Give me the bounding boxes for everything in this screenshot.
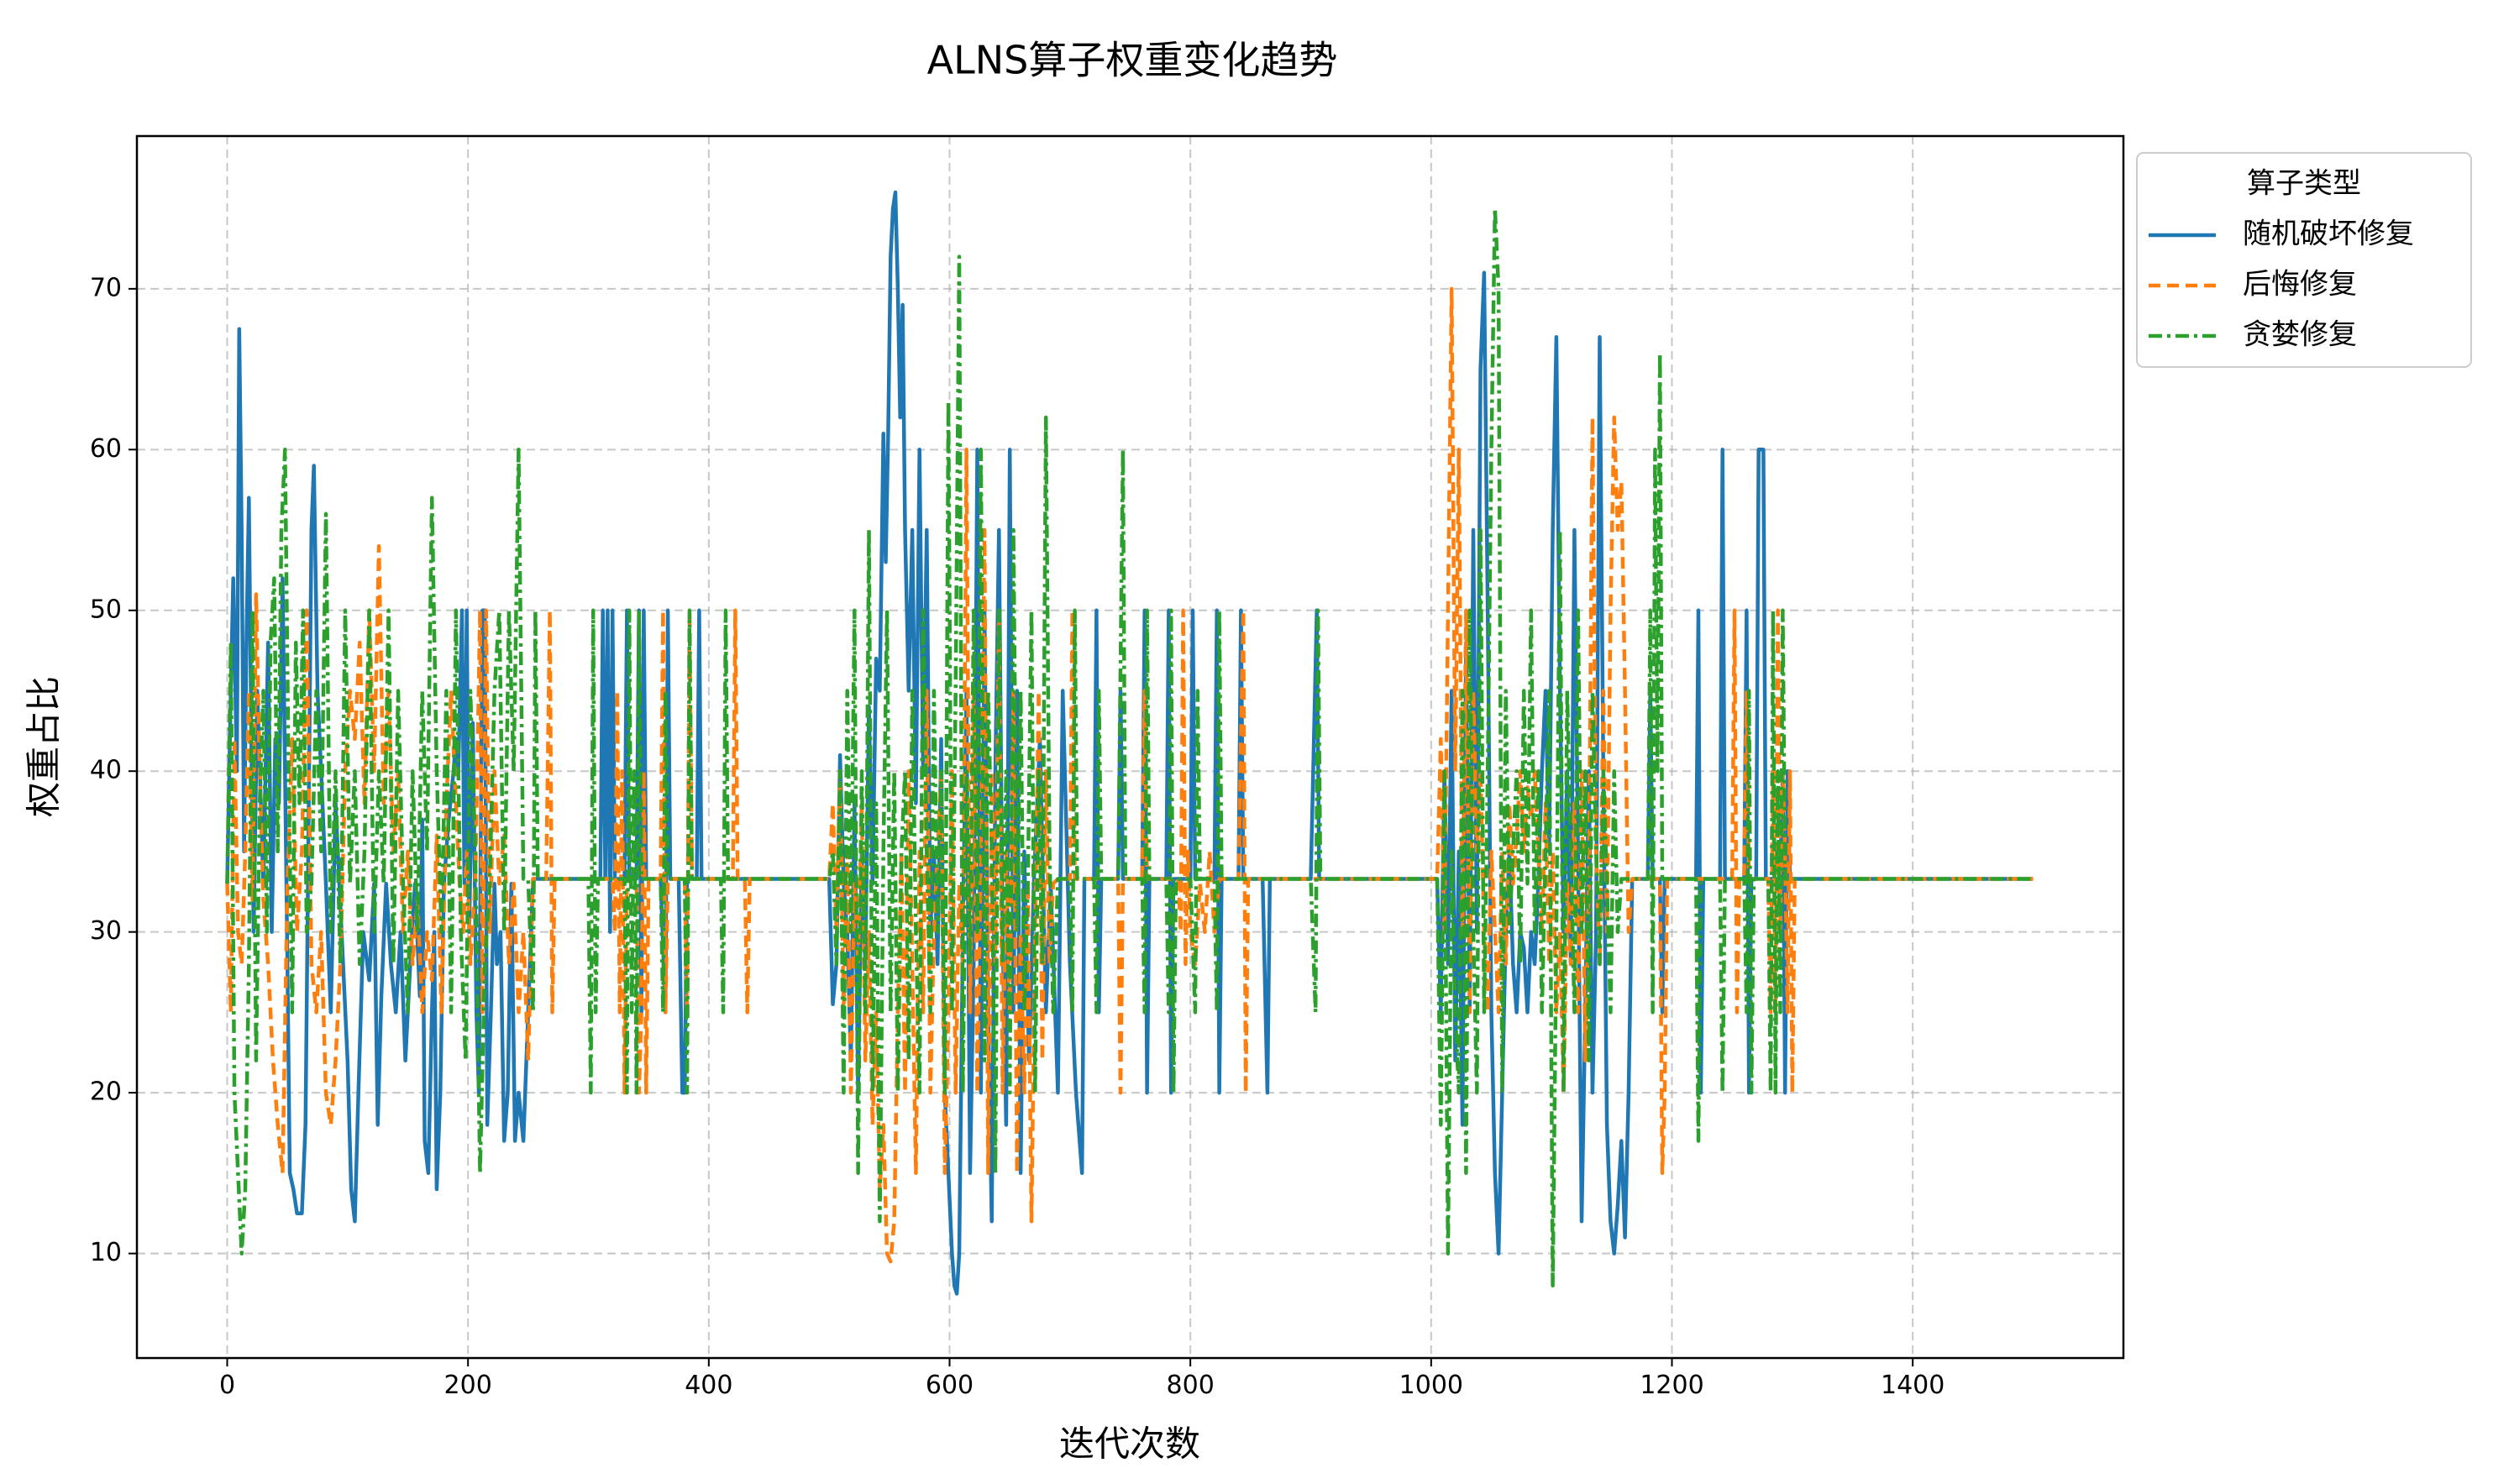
legend-label: 随机破坏修复 [2243,218,2414,251]
y-axis-title: 权重占比 [24,676,65,817]
series-group [225,190,2034,1296]
ticks: 0 200 400 600 800 1000 1200 1400 10 20 30 40 50 60 70 [90,273,1945,1400]
chart-title: ALNS算子权重变化趋势 [927,38,1338,83]
y-tick-label: 50 [90,595,122,624]
y-tick-label: 30 [90,916,122,946]
legend-box [2136,152,2472,368]
legend-title: 算子类型 [2247,167,2361,201]
x-tick-label: 1200 [1640,1371,1703,1400]
x-axis-title: 迭代次数 [1059,1424,1200,1465]
x-tick-label: 800 [1167,1371,1215,1400]
y-tick-label: 10 [90,1238,122,1267]
x-tick-label: 200 [444,1371,492,1400]
x-tick-label: 0 [219,1371,235,1400]
legend-label: 贪婪修复 [2243,318,2357,352]
plot-frame [135,134,2125,1360]
y-tick-label: 40 [90,756,122,785]
x-tick-label: 1400 [1881,1371,1945,1400]
x-tick-label: 1000 [1399,1371,1463,1400]
y-tick-label: 60 [90,434,122,464]
y-tick-label: 20 [90,1078,122,1107]
x-tick-label: 400 [685,1371,732,1400]
y-tick-label: 70 [90,273,122,302]
legend-label: 后悔修复 [2243,268,2357,302]
series-line-3 [225,206,2034,1288]
x-tick-label: 600 [926,1371,974,1400]
